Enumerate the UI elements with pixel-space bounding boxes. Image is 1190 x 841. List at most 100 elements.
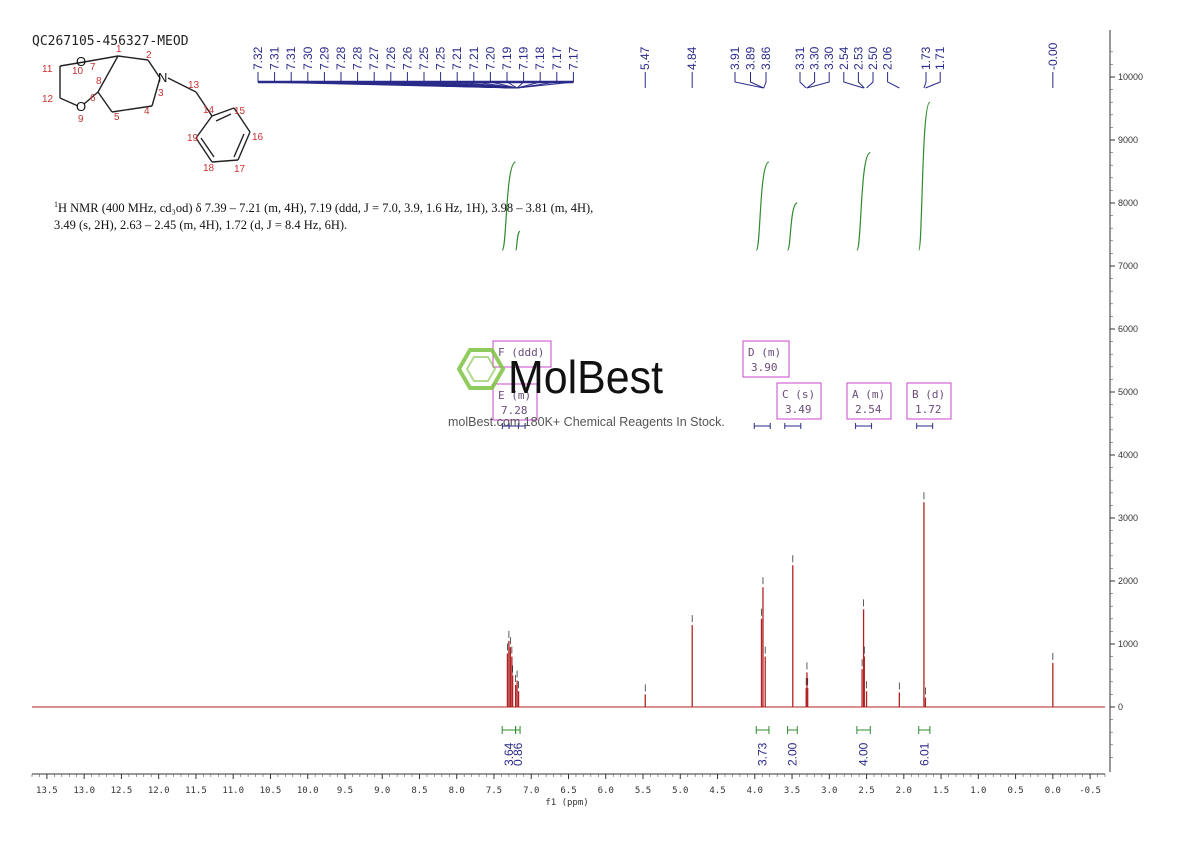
integral-curves <box>501 101 931 251</box>
atom-number: 19 <box>187 133 199 144</box>
x-tick-label: 10.0 <box>297 786 319 796</box>
multiplet-shift: 3.49 <box>785 403 812 416</box>
spectrum-peaks <box>506 492 1054 707</box>
x-tick-label: 13.0 <box>73 786 95 796</box>
peak-label: 7.28 <box>351 46 365 70</box>
integral-value: 0.86 <box>511 742 525 766</box>
integral-curve <box>514 230 521 251</box>
integral-value: 3.64 <box>502 742 516 766</box>
peak-label: 7.17 <box>550 46 564 70</box>
multiplet-annotations: F (ddd) E (m) 7.28 D (m) 3.90 C (s) 3.49 A (m) 2… <box>492 340 952 429</box>
peak-label: 3.91 <box>728 46 742 70</box>
multiplet-label: C (s) <box>782 388 815 401</box>
x-axis: 13.5 13.0 12.5 12.0 11.5 11.0 10.5 10.0 9.5 9.0 8.… <box>31 773 1106 808</box>
multiplet-box <box>846 382 892 420</box>
watermark: MolBest molBest.com 180K+ Chemical Reage… <box>448 348 725 429</box>
atom-oxygen: O <box>76 54 86 69</box>
peak-label-connector <box>857 72 865 89</box>
atom-number: 16 <box>252 132 264 143</box>
structure-atoms: O O N <box>76 54 167 114</box>
atom-number: 3 <box>158 88 164 99</box>
y-tick-label: 6000 <box>1118 324 1138 334</box>
x-tick-label: 3.0 <box>821 786 837 796</box>
x-tick-label: 11.0 <box>222 786 244 796</box>
peak-label: 7.17 <box>566 46 580 70</box>
peak-label: -0.00 <box>1046 42 1060 70</box>
peak-label-connector <box>925 72 941 89</box>
watermark-tagline: molBest.com 180K+ Chemical Reagents In S… <box>448 415 725 429</box>
peak-label: 3.31 <box>793 46 807 70</box>
molbest-logo-icon <box>456 348 506 390</box>
integral-value: 4.00 <box>857 742 871 766</box>
x-tick-label: 4.5 <box>709 786 725 796</box>
x-tick-label: 0.5 <box>1007 786 1023 796</box>
x-tick-label: 3.5 <box>784 786 800 796</box>
y-tick-label: 5000 <box>1118 387 1138 397</box>
x-tick-label: 4.0 <box>747 786 763 796</box>
atom-number: 5 <box>114 112 120 123</box>
peak-label-connector <box>887 72 900 89</box>
peak-label: 7.29 <box>317 46 331 70</box>
x-tick-label: 8.0 <box>449 786 465 796</box>
peak-label: 3.30 <box>808 46 822 70</box>
atom-number: 9 <box>78 114 84 125</box>
multiplet-shift: 2.54 <box>855 403 882 416</box>
multiplet-box <box>492 383 538 421</box>
peak-label: 7.26 <box>384 46 398 70</box>
x-tick-label: -0.5 <box>1079 786 1101 796</box>
y-tick-label: 2000 <box>1118 576 1138 586</box>
peak-label: 7.19 <box>500 46 514 70</box>
x-tick-label: 6.0 <box>598 786 614 796</box>
multiplet-label: B (d) <box>912 388 945 401</box>
atom-number: 4 <box>144 106 150 117</box>
peak-label-connector <box>806 72 816 89</box>
atom-number: 1 <box>116 44 122 55</box>
x-tick-label: 7.5 <box>486 786 502 796</box>
integral-curve <box>856 152 871 251</box>
x-axis-label: f1 (ppm) <box>545 798 588 808</box>
multiplet-box <box>776 382 822 420</box>
peak-label: 7.25 <box>434 46 448 70</box>
peak-label: 1.71 <box>933 46 947 70</box>
y-tick-label: 0 <box>1118 702 1123 712</box>
x-tick-label: 6.5 <box>560 786 576 796</box>
x-tick-label: 1.0 <box>970 786 986 796</box>
peak-label: 7.30 <box>301 46 315 70</box>
peak-label: 7.31 <box>268 46 282 70</box>
peak-label: 7.25 <box>417 46 431 70</box>
peak-label: 7.21 <box>450 46 464 70</box>
peak-label: 7.19 <box>517 46 531 70</box>
atom-number: 6 <box>90 93 96 104</box>
nmr-description: 1H NMR (400 MHz, cd₃od) δ 7.39 – 7.21 (m… <box>54 196 614 234</box>
x-tick-label: 10.5 <box>260 786 282 796</box>
peak-label: 7.20 <box>483 46 497 70</box>
x-tick-label: 0.0 <box>1045 786 1061 796</box>
peak-label: 3.86 <box>759 46 773 70</box>
peak-label: 7.21 <box>467 46 481 70</box>
peak-label-connector <box>866 72 874 89</box>
peak-label: 7.27 <box>367 46 381 70</box>
peak-label: 2.54 <box>837 46 851 70</box>
nmr-description-text: H NMR (400 MHz, cd₃od) δ 7.39 – 7.21 (m,… <box>54 201 594 233</box>
x-tick-label: 1.5 <box>933 786 949 796</box>
x-tick-label: 8.5 <box>411 786 427 796</box>
y-tick-label: 3000 <box>1118 513 1138 523</box>
x-tick-label: 5.5 <box>635 786 651 796</box>
sample-id: QC267105-456327-MEOD <box>32 34 189 49</box>
peak-label: 2.06 <box>881 46 895 70</box>
integral-curve <box>918 101 931 251</box>
atom-number: 11 <box>42 64 53 75</box>
peak-label-connector <box>843 72 864 89</box>
atom-number: 15 <box>234 106 246 117</box>
atom-number: 7 <box>90 62 96 73</box>
integral-value: 6.01 <box>917 742 931 766</box>
peak-label-connector <box>750 72 764 89</box>
y-tick-label: 9000 <box>1118 135 1138 145</box>
peak-labels: 7.32 7.31 7.31 7.30 7.29 7.28 7.28 7.27 7.26 7.26… <box>251 42 1060 89</box>
multiplet-box <box>906 382 952 420</box>
peak-label: 2.50 <box>866 46 880 70</box>
multiplet-label: E (m) <box>498 389 531 402</box>
peak-label: 3.89 <box>744 46 758 70</box>
peak-label: 5.47 <box>638 46 652 70</box>
